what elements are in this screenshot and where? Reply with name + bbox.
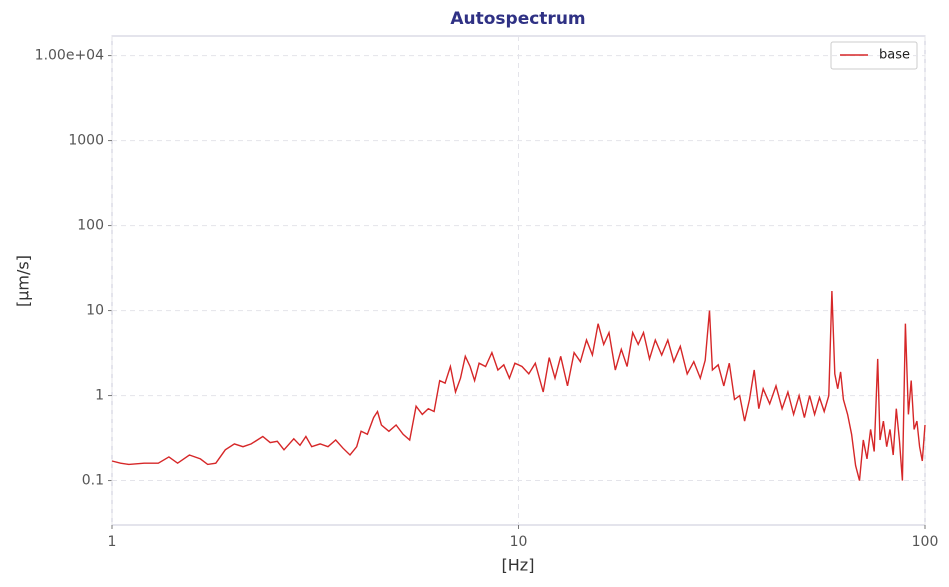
y-tick-label: 0.1: [82, 473, 104, 489]
x-tick-label: 10: [510, 534, 528, 550]
x-tick-label: 1: [108, 534, 117, 550]
x-axis-label: [Hz]: [502, 556, 535, 575]
y-tick-label: 100: [77, 218, 104, 234]
y-tick-label: 1000: [68, 133, 104, 149]
y-tick-label: 10: [86, 303, 104, 319]
y-tick-label: 1: [95, 388, 104, 404]
y-axis-label: [μm/s]: [14, 255, 33, 307]
chart-title: Autospectrum: [450, 9, 585, 29]
y-tick-label: 1.00e+04: [35, 48, 104, 64]
legend-label: base: [879, 48, 910, 63]
x-tick-label: 100: [912, 534, 939, 550]
data-line: [111, 290, 926, 481]
